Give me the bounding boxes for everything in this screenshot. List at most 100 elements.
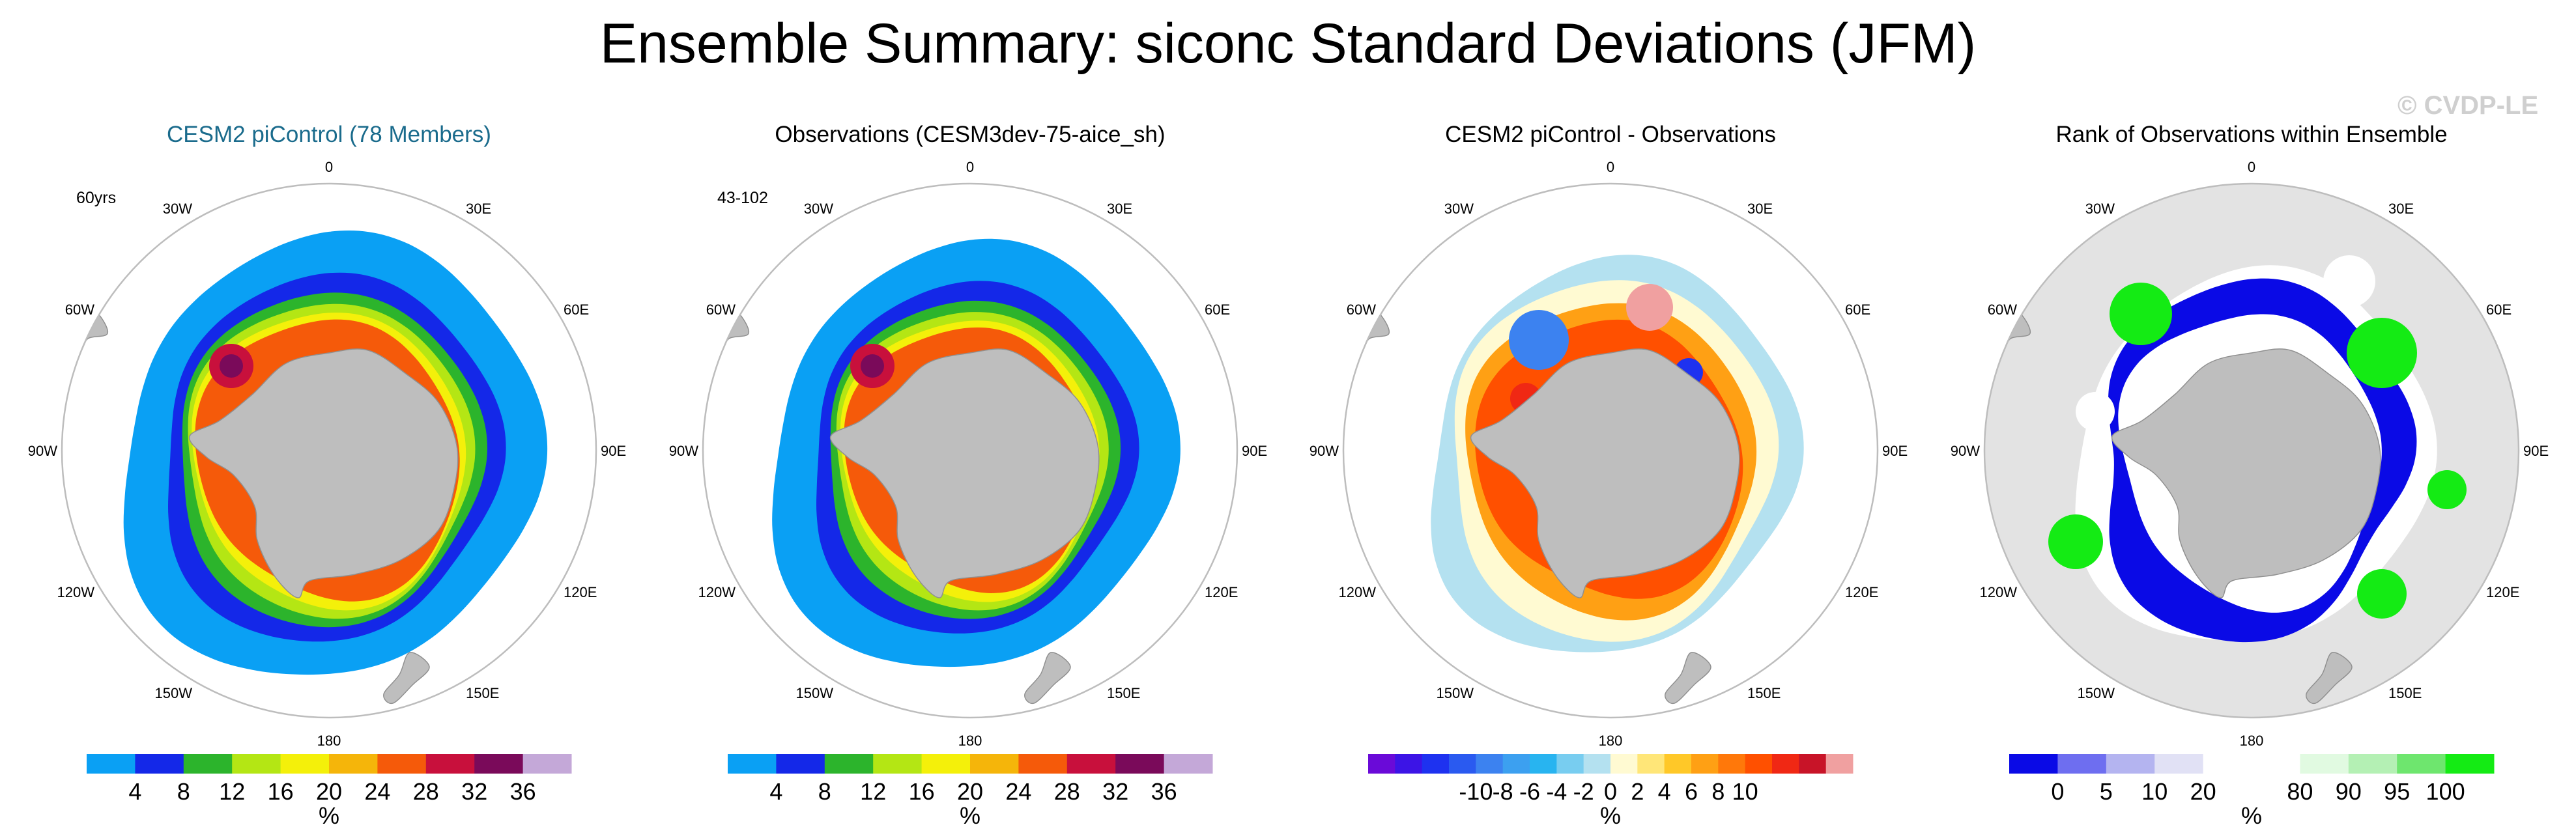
longitude-label: 90E: [2523, 443, 2549, 459]
map-area: [65, 231, 548, 705]
colorbar-box: [522, 754, 572, 774]
colorbar-box: [425, 754, 475, 774]
longitude-label: 60E: [1205, 301, 1230, 318]
longitude-label: 180: [2240, 733, 2264, 749]
colorbar-box: [1718, 754, 1746, 774]
colorbar-tick-label: 5: [2100, 778, 2113, 805]
colorbar-box: [1825, 754, 1853, 774]
colorbar-tick-label: 20: [316, 778, 342, 805]
colorbar-box: [1691, 754, 1719, 774]
colorbar-box: [1066, 754, 1116, 774]
rank-field-green: [2048, 514, 2103, 569]
rank-field-green: [2110, 283, 2172, 345]
colorbar-box: [1530, 754, 1557, 774]
colorbar-box: [1745, 754, 1773, 774]
colorbar-tick-label: 24: [364, 778, 390, 805]
colorbar-tick-label: 36: [510, 778, 536, 805]
colorbar-box: [1502, 754, 1530, 774]
watermark: © CVDP-LE: [2397, 91, 2539, 120]
colorbar: 4 8 12 16 20 24 28 32 36%: [87, 754, 572, 829]
longitude-label: 0: [325, 159, 333, 175]
panel-2: Observations (CESM3dev-75-aice_sh) 43-102…: [669, 122, 1267, 829]
colorbar-box: [1395, 754, 1423, 774]
colorbar-box: [1772, 754, 1799, 774]
longitude-label: 0: [2248, 159, 2255, 175]
colorbar-tick-label: 20: [2190, 778, 2216, 805]
colorbar-box: [2009, 754, 2058, 774]
colorbar-box: [1610, 754, 1638, 774]
longitude-label: 150E: [1107, 685, 1140, 701]
longitude-label: 30W: [163, 201, 192, 217]
colorbar-tick-label: 6: [1685, 778, 1698, 805]
colorbar-tick-label: 28: [413, 778, 439, 805]
colorbar-box: [2397, 754, 2446, 774]
rank-field-green: [2427, 470, 2467, 509]
longitude-label: 90W: [669, 443, 698, 459]
colorbar-tick-label: 10: [1732, 778, 1758, 805]
longitude-label: 120W: [57, 584, 95, 600]
colorbar: 0 5 10 20 80 90 95 100%: [2009, 754, 2495, 829]
longitude-label: 30E: [2388, 201, 2414, 217]
colorbar-tick-label: 8: [177, 778, 190, 805]
longitude-label: 30W: [804, 201, 833, 217]
colorbar-tick-label: -6: [1519, 778, 1540, 805]
longitude-label: 60E: [564, 301, 589, 318]
colorbar-units: %: [319, 802, 339, 829]
longitude-label: 30E: [466, 201, 491, 217]
colorbar-box: [824, 754, 874, 774]
colorbar-tick-label: 16: [268, 778, 294, 805]
longitude-label: 90W: [1309, 443, 1339, 459]
longitude-label: 150W: [796, 685, 834, 701]
colorbar-tick-label: 100: [2426, 778, 2465, 805]
longitude-label: 180: [317, 733, 341, 749]
colorbar-box: [1115, 754, 1165, 774]
colorbar: 4 8 12 16 20 24 28 32 36%: [728, 754, 1213, 829]
colorbar-tick-label: 12: [860, 778, 886, 805]
map-boundary: [61, 182, 597, 719]
colorbar-tick-label: 12: [219, 778, 245, 805]
map-boundary: [702, 182, 1238, 719]
colorbar-tick-label: 4: [769, 778, 782, 805]
map-area: [706, 238, 1181, 705]
colorbar-box: [1164, 754, 1213, 774]
colorbar-tick-label: 28: [1054, 778, 1080, 805]
rank-field-green: [2347, 318, 2417, 388]
longitude-label: 60W: [1347, 301, 1376, 318]
longitude-label: 30W: [1444, 201, 1474, 217]
colorbar-box: [873, 754, 923, 774]
longitude-label: 180: [958, 733, 982, 749]
colorbar-tick-label: 32: [1102, 778, 1128, 805]
longitude-label: 90W: [28, 443, 57, 459]
panel-title: CESM2 piControl - Observations: [1445, 122, 1776, 147]
colorbar-tick-label: 95: [2384, 778, 2410, 805]
colorbar-tick-label: 10: [2141, 778, 2168, 805]
colorbar-box: [921, 754, 971, 774]
longitude-label: 60E: [2486, 301, 2512, 318]
longitude-label: 150E: [1747, 685, 1781, 701]
colorbar-box: [1583, 754, 1611, 774]
colorbar-tick-label: 0: [2051, 778, 2064, 805]
longitude-label: 150W: [2078, 685, 2115, 701]
longitude-label: 90E: [1882, 443, 1908, 459]
new-zealand-land: [1665, 652, 1711, 705]
colorbar-box: [377, 754, 427, 774]
longitude-label: 60W: [1988, 301, 2017, 318]
longitude-label: 150W: [1437, 685, 1474, 701]
colorbar-tick-label: 24: [1005, 778, 1031, 805]
colorbar-tick-label: 2: [1631, 778, 1644, 805]
rank-field-white-patch: [2323, 255, 2375, 307]
panel-3: CESM2 piControl - Observations 0 30E 60E 90E…: [1309, 122, 1908, 829]
colorbar-box: [2154, 754, 2204, 774]
colorbar-tick-label: 8: [818, 778, 831, 805]
colorbar-tick-label: -10: [1459, 778, 1493, 805]
colorbar-tick-label: -2: [1573, 778, 1594, 805]
rank-field-green: [2357, 569, 2407, 619]
colorbar-tick-label: 4: [128, 778, 141, 805]
colorbar-tick-label: 4: [1658, 778, 1671, 805]
colorbar-box: [2348, 754, 2397, 774]
colorbar-box: [135, 754, 184, 774]
longitude-label: 120E: [1845, 584, 1878, 600]
panel-title: Observations (CESM3dev-75-aice_sh): [775, 122, 1165, 147]
colorbar-box: [183, 754, 233, 774]
